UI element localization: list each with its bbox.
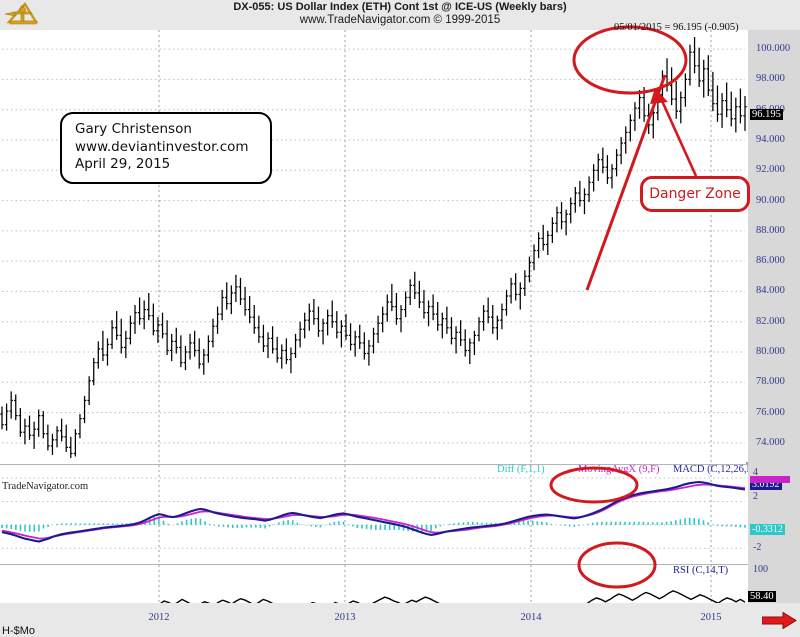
price-tick-82.000: 82.000 [756,315,785,327]
movingavgx-legend-label: MovingAvgX (9,F) [578,464,660,475]
rsi-value-tag: 58.40 [748,591,776,602]
author-site: www.deviantinvestor.com [75,138,249,155]
macd-tick-neg2: -2 [753,542,762,553]
price-tick-90.000: 90.000 [756,194,785,206]
quote-readout: 05/01/2015 = 96.195 (-0.905) [614,22,739,33]
macd-tick-4: 4 [753,467,758,478]
price-tick-88.000: 88.000 [756,224,785,236]
author-annotation-box: Gary Christenson www.deviantinvestor.com… [60,112,272,184]
price-tick-84.000: 84.000 [756,285,785,297]
diff-legend-label: Diff (F,1,1) [497,464,545,475]
danger-zone-label: Danger Zone [649,186,741,202]
price-tick-100.000: 100.000 [756,43,791,55]
rsi-legend-label: RSI (C,14,T) [673,565,729,576]
price-chart-svg [0,30,747,462]
price-panel[interactable] [0,30,748,462]
macd-chart-svg [1,465,746,564]
last-price-tag: 96.195 [750,109,783,120]
price-tick-98.000: 98.000 [756,73,785,85]
author-name: Gary Christenson [75,121,192,137]
price-tick-78.000: 78.000 [756,376,785,388]
macd-tick-2: 2 [753,491,758,502]
x-tick-2015: 2015 [700,612,722,623]
price-tick-76.000: 76.000 [756,406,785,418]
macd-panel[interactable] [0,464,748,564]
chart-header: DX-055: US Dollar Index (ETH) Cont 1st @… [0,0,800,30]
movingavgx-value-tag [750,476,790,483]
watermark-label: TradeNavigator.com [2,481,89,492]
danger-zone-callout: Danger Zone [640,176,750,212]
price-tick-80.000: 80.000 [756,346,785,357]
red-right-arrow-icon [762,612,797,629]
price-tick-94.000: 94.000 [756,134,785,145]
price-tick-74.000: 74.000 [756,436,785,448]
sextant-logo-icon [4,1,39,25]
price-scale-gutter[interactable]: 100.00098.00096.00094.00092.00090.00088.… [748,30,800,613]
author-date: April 29, 2015 [75,156,171,172]
chart-subtitle: www.TradeNavigator.com © 1999-2015 [299,14,501,26]
chart-title: DX-055: US Dollar Index (ETH) Cont 1st @… [233,1,567,13]
x-axis-strip: 2012 2013 2014 2015 H-$Mo [0,603,800,637]
x-tick-2014: 2014 [520,612,542,623]
price-tick-86.000: 86.000 [756,255,785,267]
macd-value-tag: 3.0192 [750,479,782,490]
x-tick-2013: 2013 [334,612,356,623]
x-tick-2012: 2012 [148,612,170,623]
symbol-label: H-$Mo [2,625,36,637]
macd-legend-label: MACD (C,12,26,F) [673,464,756,475]
rsi-tick-100: 100 [753,564,768,575]
diff-value-tag: -0.3312 [750,524,785,535]
price-tick-92.000: 92.000 [756,164,785,176]
